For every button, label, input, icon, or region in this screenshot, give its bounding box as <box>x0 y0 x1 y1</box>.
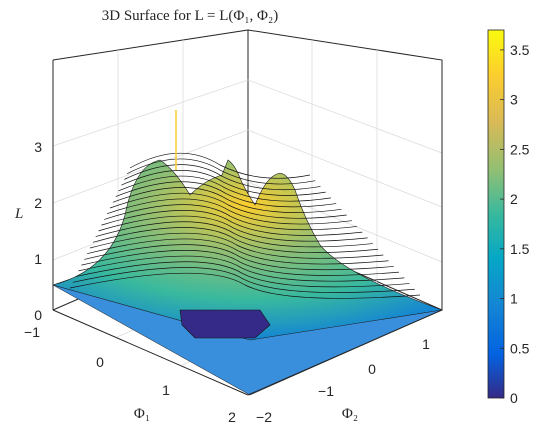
colorbar-tick-label: 0 <box>510 390 518 406</box>
contour-line <box>101 210 363 236</box>
colorbar-tick-label: 2.5 <box>510 141 530 157</box>
colorbar <box>487 29 505 399</box>
contour-line <box>72 267 415 293</box>
colorbar-tick-label: 1 <box>510 291 518 307</box>
contour-line <box>115 181 337 208</box>
y-axis-label: Φ₂ <box>342 406 358 422</box>
colorbar-tick-label: 2 <box>510 191 518 207</box>
z-tick-label: 1 <box>34 251 42 267</box>
z-tick-label: 2 <box>34 195 42 211</box>
colorbar-tick-label: 0.5 <box>510 340 530 356</box>
contour-line <box>112 187 342 213</box>
contour-line <box>95 221 373 248</box>
contour-line <box>118 175 332 202</box>
y-ticks: −2 −1 0 1 <box>256 336 430 425</box>
x-axis-label: Φ₁ <box>134 406 150 422</box>
y-tick-label: 1 <box>422 336 430 352</box>
y-tick-label: 0 <box>368 361 376 377</box>
x-tick-label: 1 <box>162 382 170 398</box>
y-tick-label: −1 <box>318 383 334 399</box>
y-tick-label: −2 <box>256 409 272 425</box>
contour-line <box>87 238 389 265</box>
z-ticks: 0 1 2 3 <box>34 139 42 323</box>
front-axes <box>52 60 443 396</box>
x-tick-label: −1 <box>24 324 40 340</box>
x-tick-label: 0 <box>96 354 104 370</box>
colorbar-tick-label: 1.5 <box>510 241 530 257</box>
contour-line <box>126 158 316 185</box>
x-tick-label: 2 <box>228 409 236 425</box>
contour-line <box>69 272 421 299</box>
chart-title: 3D Surface for L = L(Φ₁, Φ₂) <box>102 8 278 24</box>
contour-line <box>98 215 368 242</box>
x-ticks: −1 0 1 2 <box>24 324 236 425</box>
contour-line <box>89 232 384 259</box>
colorbar-tick-label: 3.5 <box>510 42 530 58</box>
contour-line <box>121 170 326 196</box>
contour-line <box>124 164 321 191</box>
z-axis-label: L <box>14 206 23 222</box>
contour-line <box>75 261 410 288</box>
surface <box>51 110 443 396</box>
contour-line <box>84 244 394 271</box>
surface-trough <box>179 309 271 339</box>
contour-line <box>81 250 400 276</box>
z-tick-label: 3 <box>34 139 42 155</box>
colorbar-tick-label: 3 <box>510 92 518 108</box>
colorbar-ticks: 0 0.5 1 1.5 2 2.5 3 3.5 <box>500 42 530 406</box>
contour-line <box>129 152 311 179</box>
contour-line <box>78 255 405 282</box>
contour-line <box>107 198 352 225</box>
contour-lines <box>69 152 421 299</box>
contour-line <box>92 227 379 253</box>
contour-line <box>109 192 347 219</box>
contour-line <box>104 204 358 231</box>
z-tick-label: 0 <box>34 307 42 323</box>
